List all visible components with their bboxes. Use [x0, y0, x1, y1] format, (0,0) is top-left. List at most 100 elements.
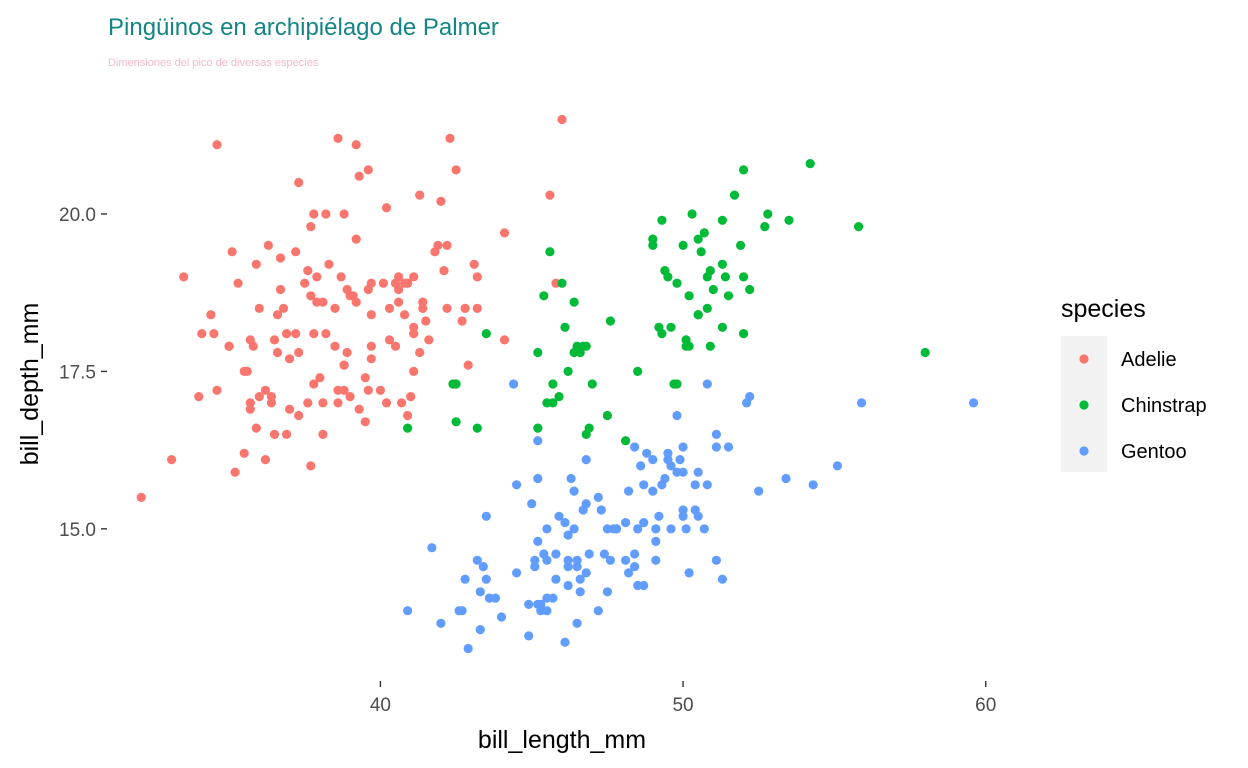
data-point — [409, 329, 419, 339]
data-point — [394, 272, 404, 282]
data-point — [291, 247, 301, 257]
data-point — [324, 259, 334, 269]
series-gentoo — [403, 379, 979, 654]
data-point — [451, 379, 461, 389]
data-point — [672, 278, 682, 288]
data-point — [451, 417, 461, 427]
data-point — [179, 272, 189, 282]
data-point — [672, 410, 682, 421]
x-axis: 40 50 60 — [370, 681, 996, 716]
data-point — [481, 574, 491, 584]
series-adelie — [136, 114, 567, 502]
data-point — [693, 467, 703, 477]
data-point — [254, 303, 264, 313]
legend-label-adelie: Adelie — [1121, 349, 1177, 371]
data-point — [605, 316, 616, 326]
data-point — [736, 240, 746, 250]
data-point — [266, 398, 276, 408]
data-point — [260, 385, 270, 395]
data-point — [639, 518, 649, 528]
data-point — [566, 473, 576, 484]
data-point — [194, 392, 204, 402]
data-point — [639, 480, 649, 490]
data-point — [381, 203, 392, 213]
data-point — [469, 259, 479, 269]
data-point — [693, 234, 703, 244]
data-point — [427, 543, 437, 553]
y-axis-title: bill_depth_mm — [16, 303, 44, 466]
data-point — [569, 486, 579, 496]
data-point — [245, 404, 255, 414]
data-point — [542, 555, 552, 565]
x-tick-label: 60 — [975, 695, 996, 716]
data-point — [754, 486, 764, 496]
data-point — [690, 480, 700, 490]
data-point — [666, 322, 676, 332]
data-point — [436, 618, 446, 628]
data-point — [763, 209, 773, 219]
data-point — [602, 410, 613, 421]
data-point — [572, 618, 582, 628]
data-point — [354, 404, 364, 414]
data-point — [227, 247, 237, 257]
data-point — [269, 335, 280, 345]
data-point — [545, 190, 555, 200]
data-point — [854, 222, 864, 232]
data-point — [678, 511, 688, 521]
data-point — [533, 536, 543, 547]
data-point — [475, 625, 485, 635]
data-point — [832, 461, 843, 471]
data-point — [318, 297, 328, 307]
data-point — [451, 165, 461, 175]
data-point — [206, 310, 216, 320]
data-point — [533, 423, 543, 433]
data-point — [524, 599, 534, 610]
data-point — [294, 410, 304, 421]
data-point — [699, 228, 709, 238]
data-point — [333, 133, 343, 143]
data-point — [363, 385, 373, 395]
data-point — [294, 177, 304, 188]
chart-subtitle: Dimensiones del pico de diversas especie… — [108, 57, 319, 69]
data-point — [648, 486, 658, 496]
data-point — [445, 133, 455, 143]
data-point — [672, 379, 682, 389]
data-point — [260, 455, 270, 465]
data-point — [572, 562, 582, 572]
data-point — [300, 278, 310, 288]
legend-key-gentoo — [1079, 446, 1089, 456]
data-point — [551, 549, 561, 559]
data-point — [212, 385, 222, 395]
data-point — [805, 159, 815, 169]
data-point — [321, 329, 331, 339]
data-point — [318, 429, 328, 439]
data-point — [542, 524, 552, 534]
data-point — [339, 385, 349, 395]
data-point — [394, 297, 404, 307]
data-point — [167, 455, 177, 465]
data-point — [593, 492, 603, 502]
data-point — [711, 442, 722, 452]
data-point — [527, 499, 537, 509]
data-point — [442, 240, 452, 250]
data-point — [354, 171, 364, 181]
data-point — [508, 379, 519, 389]
data-point — [378, 278, 388, 288]
data-point — [739, 272, 749, 282]
data-point — [630, 442, 640, 452]
data-point — [739, 329, 749, 339]
data-point — [533, 436, 543, 446]
chart-title: Pingüinos en archipiélago de Palmer — [108, 14, 499, 41]
data-point — [636, 461, 646, 471]
data-point — [472, 423, 482, 433]
legend: species Adelie Chinstrap Gentoo — [1061, 295, 1207, 472]
data-point — [651, 555, 661, 565]
legend-label-gentoo: Gentoo — [1121, 441, 1187, 463]
data-point — [708, 284, 718, 295]
data-point — [781, 473, 791, 484]
data-point — [212, 140, 222, 150]
data-point — [269, 429, 280, 439]
data-point — [397, 398, 407, 408]
data-point — [720, 272, 731, 282]
data-point — [551, 574, 561, 584]
